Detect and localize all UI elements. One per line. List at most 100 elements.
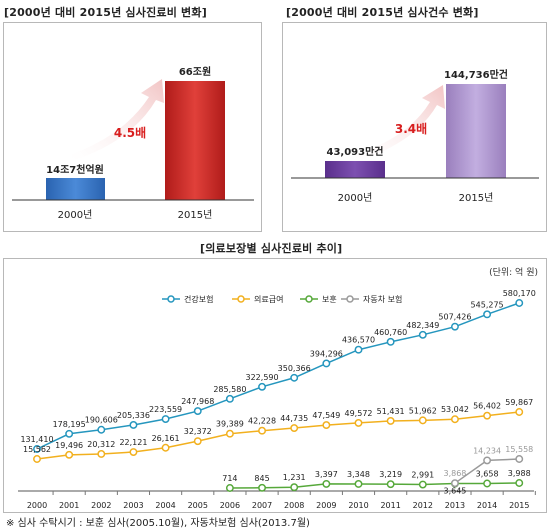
category-label-2015: 2015년 xyxy=(178,209,213,221)
data-point xyxy=(65,450,74,459)
data-label: 223,559 xyxy=(149,405,182,414)
bar-2000 xyxy=(46,178,105,200)
data-label: 394,296 xyxy=(310,349,343,358)
x-tick-label-2012: 2012 xyxy=(413,501,433,510)
series-line-2 xyxy=(229,482,520,489)
legend-label-2: 보훈 xyxy=(322,294,337,304)
multiplier-label: 3.4배 xyxy=(395,121,427,136)
legend-label-1: 의료급여 xyxy=(254,294,283,304)
data-label: 350,366 xyxy=(278,364,311,373)
data-point xyxy=(97,425,106,434)
category-label-2000: 2000년 xyxy=(338,192,373,204)
data-label: 20,312 xyxy=(87,440,115,449)
data-point xyxy=(386,416,395,425)
legend-label-0: 건강보험 xyxy=(184,294,213,304)
data-point xyxy=(418,416,427,425)
footnote: ※ 심사 수탁시기 : 보훈 심사(2005.10월), 자동차보험 심사(20… xyxy=(6,518,310,529)
data-point xyxy=(161,443,170,452)
data-label: 460,760 xyxy=(374,328,407,337)
data-label: 51,962 xyxy=(409,406,437,415)
data-label: 32,372 xyxy=(184,427,212,436)
data-label: 131,410 xyxy=(20,435,53,444)
data-point xyxy=(225,429,234,438)
x-tick-label-2004: 2004 xyxy=(155,501,175,510)
data-label: 247,968 xyxy=(181,397,214,406)
data-label: 3,658 xyxy=(476,470,499,479)
legend-label-3: 자동차 보험 xyxy=(363,295,402,304)
series-line-1 xyxy=(36,411,520,460)
x-tick-label-2011: 2011 xyxy=(380,501,400,510)
data-point xyxy=(258,483,266,492)
data-point xyxy=(515,299,524,307)
bar-2015-value-label: 144,736만건 xyxy=(444,68,508,81)
data-point xyxy=(258,426,266,435)
legend: 건강보험 의료급여 보훈 자동차 보험 xyxy=(162,294,402,304)
series-line-0 xyxy=(36,302,520,450)
data-point xyxy=(483,310,492,319)
legend-marker-0 xyxy=(167,295,175,303)
bar-chart-2-panel: 43,093만건 144,736만건 3.4배 2000년 2015년 xyxy=(282,22,547,232)
data-label: 205,336 xyxy=(117,411,150,420)
data-point xyxy=(225,394,234,403)
data-label: 3,219 xyxy=(379,470,402,479)
bar-chart-2-title: [2000년 대비 2015년 심사건수 변화] xyxy=(286,6,479,19)
x-tick-label-2014: 2014 xyxy=(477,501,497,510)
line-chart: (단위: 억 원) 건강보험 의료급여 보훈 자동차 보험 2000 2001 2002 2… xyxy=(18,266,538,510)
data-point xyxy=(33,445,41,453)
data-point xyxy=(515,408,524,416)
growth-arrow-1 xyxy=(72,79,164,161)
data-point xyxy=(451,415,459,424)
data-point xyxy=(451,322,459,331)
line-chart-panel: (단위: 억 원) 건강보험 의료급여 보훈 자동차 보험 2000 2001 2002 2… xyxy=(3,258,547,513)
data-label: 507,426 xyxy=(438,313,471,322)
data-point xyxy=(418,480,427,489)
data-label: 19,496 xyxy=(55,441,83,450)
data-point xyxy=(322,421,331,430)
data-label: 436,570 xyxy=(342,336,375,345)
data-label: 53,042 xyxy=(441,405,469,414)
data-label: 3,988 xyxy=(508,469,531,478)
category-label-2015: 2015년 xyxy=(459,192,494,204)
data-label: 59,867 xyxy=(505,398,533,407)
data-point xyxy=(290,424,299,433)
data-point xyxy=(354,345,363,354)
data-label: 42,228 xyxy=(248,417,276,426)
data-label: 56,402 xyxy=(473,402,501,411)
unit-label: (단위: 억 원) xyxy=(489,266,538,278)
data-label: 1,231 xyxy=(283,473,306,482)
data-label: 714 xyxy=(222,474,237,483)
data-point xyxy=(33,455,41,463)
data-point xyxy=(354,418,363,427)
data-label: 178,195 xyxy=(53,420,86,429)
bar-2015-value-label: 66조원 xyxy=(179,65,211,78)
data-label: 3,397 xyxy=(315,470,338,479)
data-label: 285,580 xyxy=(213,385,246,394)
data-point xyxy=(515,455,524,463)
data-point xyxy=(97,450,106,458)
series-lines xyxy=(33,299,524,492)
data-point xyxy=(386,337,395,346)
x-tick-label-2001: 2001 xyxy=(59,501,79,510)
data-point xyxy=(161,415,170,423)
legend-marker-2 xyxy=(305,295,313,303)
data-label: 51,431 xyxy=(377,407,405,416)
data-label: 15,562 xyxy=(23,445,51,454)
bar-2015 xyxy=(446,84,506,178)
data-label: 26,161 xyxy=(152,434,180,443)
data-label: 3,645 xyxy=(443,487,466,496)
line-chart-title: [의료보장별 심사진료비 추이] xyxy=(200,242,343,255)
multiplier-label: 4.5배 xyxy=(114,125,146,140)
data-point xyxy=(515,479,524,487)
bar-chart-1: 14조7천억원 66조원 4.5배 2000년 2015년 xyxy=(12,65,254,221)
data-label: 44,735 xyxy=(280,414,308,423)
bar-2015 xyxy=(165,81,225,200)
data-label: 49,572 xyxy=(345,409,373,418)
data-label: 22,121 xyxy=(119,438,147,447)
data-point xyxy=(290,483,299,492)
bar-2000-value-label: 14조7천억원 xyxy=(46,163,104,176)
x-tick-label-2007: 2007 xyxy=(252,501,272,510)
x-tick-label-2000: 2000 xyxy=(27,501,47,510)
category-label-2000: 2000년 xyxy=(58,209,93,221)
data-point xyxy=(290,373,299,382)
